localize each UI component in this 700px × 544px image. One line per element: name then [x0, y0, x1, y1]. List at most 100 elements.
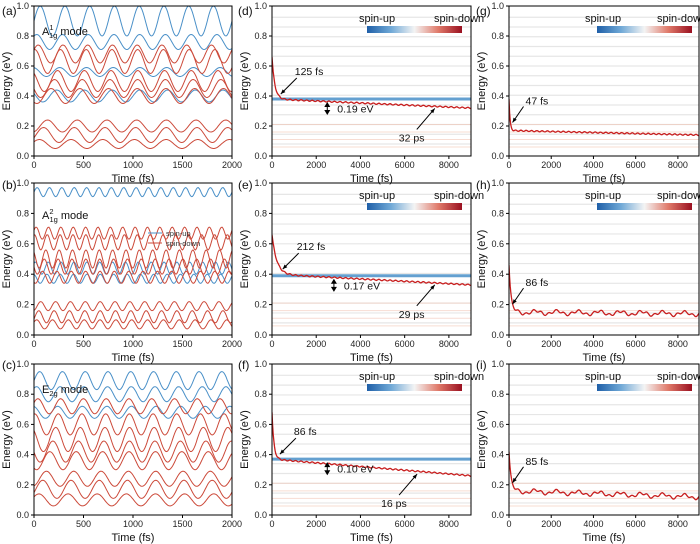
panel-f: (f) spin-up spin-down 86 fs 0.10 eV 16 ps 0 200…	[238, 358, 484, 544]
series-line-down	[272, 56, 471, 110]
y-tick-label: 0.2	[491, 480, 504, 490]
tau-arrow-head	[280, 89, 286, 94]
panel-label: (d)	[238, 4, 253, 18]
colorbar-label-right: spin-down	[434, 13, 484, 25]
y-tick-label: 0.6	[254, 239, 267, 249]
tau-label: 86 fs	[526, 277, 549, 289]
x-tick-label: 6000	[626, 160, 646, 170]
mode-label-text: A2 1g mode	[42, 207, 88, 224]
y-tick-label: 0.6	[491, 419, 504, 429]
series-line-down	[34, 78, 232, 99]
y-tick-label: 0.6	[491, 239, 504, 249]
series-line-down	[34, 249, 232, 269]
x-tick-label: 2000	[306, 160, 326, 170]
y-tick-label: 0.0	[491, 330, 504, 340]
mode-label: A2 1g mode	[42, 207, 88, 224]
y-tick-label: 0.0	[254, 151, 267, 161]
y-tick-label: 0.0	[16, 330, 29, 340]
y-tick-label: 0.4	[491, 450, 504, 460]
colorbar-label-left: spin-up	[585, 371, 621, 383]
x-tick-label: 4000	[583, 160, 603, 170]
colorbar-label-right: spin-down	[657, 13, 700, 25]
colorbar-label-right: spin-down	[434, 371, 484, 383]
gap-arrow-head	[324, 110, 331, 115]
y-tick-label: 0.8	[254, 389, 267, 399]
y-tick-label: 0.0	[491, 510, 504, 520]
series-line-down	[34, 413, 232, 436]
colorbar-gradient	[597, 203, 692, 210]
y-tick-label: 0.0	[254, 330, 267, 340]
series-line-down	[34, 440, 232, 463]
series-line-down	[34, 48, 232, 75]
gap-arrow-head	[330, 286, 337, 292]
panel-g: (g) spin-up spin-down 47 fs 0 2000 4000 6000 800…	[476, 1, 700, 185]
colorbar-gradient	[367, 384, 462, 391]
y-axis-label: Energy (eV)	[1, 52, 13, 111]
y-axis-label: Energy (eV)	[476, 230, 488, 289]
annotations: 125 fs 0.19 eV 32 ps	[280, 66, 436, 144]
series-line-down	[34, 479, 232, 499]
mode-label-text: E2g mode	[42, 384, 88, 398]
x-tick-label: 0	[269, 519, 274, 529]
y-tick-label: 0.8	[16, 208, 29, 218]
y-tick-label: 0.2	[254, 300, 267, 310]
tau-label: 212 fs	[297, 241, 326, 253]
series-line-up	[34, 405, 232, 419]
gap-label: 0.17 eV	[344, 280, 380, 292]
x-tick-label: 4000	[350, 519, 370, 529]
slow-label: 29 ps	[399, 309, 425, 321]
y-tick-label: 0.0	[16, 151, 29, 161]
y-tick-label: 1.0	[254, 178, 267, 188]
panel-c: (c) E2g mode 0 500 1000 1500 2000 0.0 0.2 0.4 0.6 0.…	[1, 358, 242, 544]
x-tick-label: 0	[269, 160, 274, 170]
gap-arrow-head	[324, 462, 331, 468]
y-tick-label: 0.4	[16, 450, 29, 460]
colorbar-label-right: spin-down	[434, 190, 484, 202]
y-tick-label: 0.0	[16, 510, 29, 520]
y-tick-label: 0.6	[16, 61, 29, 71]
annotations: 47 fs	[512, 96, 548, 123]
axes-frame	[508, 182, 700, 336]
y-tick-label: 0.2	[254, 480, 267, 490]
legend-label: spin-up	[166, 229, 191, 238]
tau-label: 125 fs	[295, 66, 324, 78]
y-axis-label: Energy (eV)	[476, 410, 488, 469]
mode-label-text: A1 1g mode	[42, 23, 88, 40]
series-line-up	[34, 6, 232, 37]
colorbar-label-left: spin-up	[585, 13, 621, 25]
panel-i: (i) spin-up spin-down 85 fs 0 2000 4000 6000 800…	[476, 358, 700, 544]
x-axis-label: Time (fs)	[112, 173, 155, 185]
axes-frame	[271, 5, 472, 157]
y-tick-label: 1.0	[16, 1, 29, 11]
y-tick-label: 0.0	[491, 151, 504, 161]
series-line-down	[34, 470, 232, 487]
x-tick-label: 1500	[172, 339, 192, 349]
plot-area-f	[272, 374, 471, 507]
y-tick-label: 0.8	[16, 31, 29, 41]
mode-label: A1 1g mode	[42, 23, 88, 40]
x-tick-label: 6000	[395, 339, 415, 349]
x-tick-label: 4000	[583, 519, 603, 529]
colorbar: spin-up spin-down	[585, 190, 700, 210]
x-tick-label: 8000	[668, 160, 688, 170]
axes-frame	[271, 182, 472, 336]
panel-a: (a) A1 1g mode 0 500 1000 1500 2000 0.0 0.2 0.4 0.6 0…	[1, 1, 242, 185]
panel-label: (h)	[476, 178, 491, 192]
series-line-down	[509, 265, 699, 318]
annotations: 212 fs 0.17 eV 29 ps	[282, 241, 436, 321]
y-tick-label: 0.4	[254, 269, 267, 279]
plot-area-d	[272, 16, 471, 148]
x-tick-label: 0	[31, 339, 36, 349]
panel-label: (g)	[476, 4, 491, 18]
series-line-up	[34, 371, 232, 391]
panel-h: (h) spin-up spin-down 86 fs 0 2000 4000 6000 800…	[476, 178, 700, 364]
series-line-up	[34, 33, 232, 51]
x-tick-label: 0	[506, 339, 511, 349]
gap-arrow-head	[324, 102, 331, 107]
y-axis-label: Energy (eV)	[239, 52, 251, 111]
panel-label: (e)	[238, 178, 253, 192]
colorbar-gradient	[597, 26, 692, 33]
